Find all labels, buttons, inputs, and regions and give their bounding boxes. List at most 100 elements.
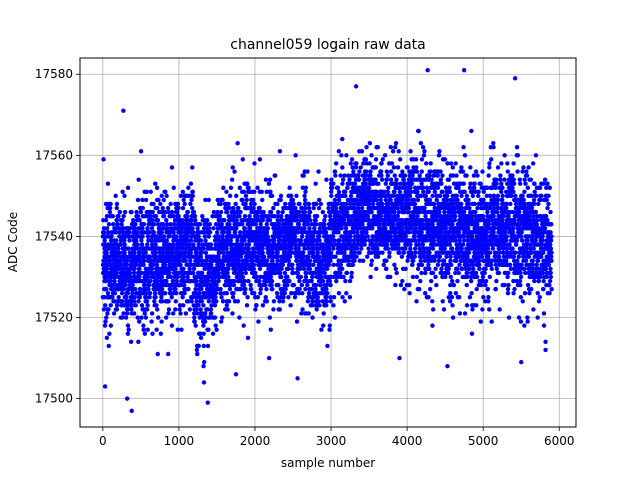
data-point (208, 311, 214, 316)
data-point (317, 254, 322, 259)
data-point (303, 189, 308, 195)
data-point (415, 213, 420, 219)
data-point (165, 226, 170, 231)
data-point (295, 230, 301, 235)
data-point (443, 274, 448, 280)
data-point (132, 250, 137, 255)
data-point (149, 226, 155, 231)
data-point (388, 197, 393, 203)
data-point (394, 270, 399, 276)
data-point (152, 290, 158, 296)
data-point (340, 136, 345, 142)
data-point (449, 262, 454, 267)
data-point (143, 266, 149, 272)
data-point (457, 311, 463, 316)
data-point (258, 290, 263, 296)
data-point (428, 161, 433, 166)
data-point (442, 246, 447, 251)
data-point (465, 270, 470, 276)
data-point (408, 185, 413, 190)
data-point (119, 290, 125, 296)
data-point (326, 262, 332, 267)
data-point (427, 266, 432, 272)
data-point (441, 258, 447, 263)
data-point (373, 177, 378, 182)
data-point (277, 149, 283, 154)
data-point (403, 234, 408, 239)
data-point (175, 201, 181, 207)
data-point (393, 266, 398, 272)
data-point (138, 149, 144, 154)
data-point (354, 246, 360, 251)
data-point (103, 319, 108, 324)
data-point (412, 234, 417, 239)
data-point (299, 282, 305, 288)
data-point (232, 169, 237, 174)
data-point (343, 226, 349, 231)
data-point (198, 307, 203, 312)
data-point (148, 270, 154, 276)
data-point (234, 193, 239, 199)
data-point (153, 250, 158, 255)
data-point (418, 278, 423, 284)
data-point (327, 278, 333, 284)
data-point (464, 282, 469, 288)
data-point (306, 290, 312, 296)
data-point (197, 290, 202, 296)
data-point (201, 226, 207, 231)
data-point (430, 193, 435, 199)
data-point (110, 213, 115, 219)
data-point (226, 299, 232, 304)
data-point (264, 258, 270, 263)
data-point (101, 226, 107, 231)
data-point (430, 299, 435, 304)
data-point (378, 197, 383, 203)
data-point (452, 213, 458, 219)
data-point (331, 303, 336, 308)
data-point (135, 246, 140, 251)
data-point (221, 185, 226, 190)
data-point (145, 303, 150, 308)
data-point (392, 189, 397, 195)
data-point (264, 222, 269, 227)
data-point (191, 209, 197, 215)
data-point (277, 307, 282, 312)
data-point (455, 266, 460, 272)
data-point (137, 286, 143, 292)
data-point (371, 201, 376, 207)
data-point (413, 250, 418, 255)
data-point (139, 303, 145, 308)
data-point (332, 238, 337, 243)
data-point (347, 177, 352, 182)
data-point (454, 173, 459, 178)
data-point (261, 209, 266, 215)
data-point (269, 193, 275, 199)
data-point (151, 222, 157, 227)
data-point (130, 218, 136, 223)
data-point (135, 230, 141, 235)
data-point (347, 278, 353, 284)
data-point (360, 222, 365, 227)
data-point (201, 331, 206, 336)
data-point (227, 222, 232, 227)
data-point (464, 173, 469, 178)
data-point (196, 262, 201, 267)
data-point (173, 266, 178, 272)
data-point (306, 213, 312, 219)
data-point (231, 205, 236, 211)
data-point (173, 299, 178, 304)
data-point (201, 359, 207, 365)
data-point (218, 209, 224, 215)
data-point (108, 238, 114, 243)
data-point (243, 193, 249, 199)
data-point (193, 218, 198, 223)
data-point (202, 266, 207, 272)
data-point (250, 258, 255, 263)
data-point (317, 303, 322, 308)
data-point (150, 209, 155, 215)
data-point (426, 295, 431, 300)
data-point (142, 258, 147, 263)
data-point (191, 303, 196, 308)
data-point (174, 278, 179, 284)
data-point (307, 266, 312, 272)
